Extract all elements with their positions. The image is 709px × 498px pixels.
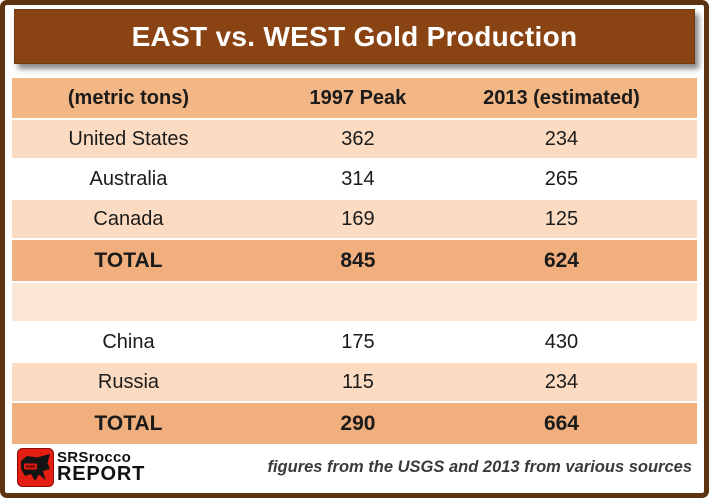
title-bar: EAST vs. WEST Gold Production	[14, 9, 695, 64]
country-label: Australia	[89, 167, 168, 190]
table-row-east-total: TOTAL 290 664	[12, 403, 697, 444]
table-row-canada: Canada 169 125	[12, 200, 697, 240]
country-label: Russia	[97, 370, 160, 393]
value-2013: 430	[544, 330, 579, 353]
total-1997: 845	[340, 248, 376, 272]
value-1997: 115	[341, 370, 374, 393]
total-2013: 664	[543, 411, 579, 435]
value-2013: 265	[544, 167, 579, 190]
spacer-row	[12, 283, 697, 323]
table-row-russia: Russia 115 234	[12, 363, 697, 403]
country-label: Canada	[93, 207, 164, 230]
logo-text: SRSrocco REPORT	[57, 449, 146, 485]
total-label: TOTAL	[94, 248, 163, 272]
total-1997: 290	[340, 411, 376, 435]
value-1997: 314	[341, 167, 375, 190]
country-label: China	[102, 330, 155, 353]
value-1997: 175	[341, 330, 375, 353]
usa-map-icon	[17, 447, 54, 487]
value-1997: 362	[341, 127, 375, 150]
value-2013: 234	[544, 127, 579, 150]
value-2013: 234	[544, 370, 579, 393]
value-1997: 169	[341, 207, 375, 230]
country-label: United States	[68, 127, 189, 150]
gold-production-table: (metric tons) 1997 Peak 2013 (estimated)…	[12, 78, 697, 444]
table-row-west-total: TOTAL 845 624	[12, 240, 697, 283]
column-header-metric-tons: (metric tons)	[67, 86, 189, 109]
logo-text-report: REPORT	[57, 463, 146, 485]
total-label: TOTAL	[94, 411, 163, 435]
table-header-row: (metric tons) 1997 Peak 2013 (estimated)	[12, 78, 697, 120]
table-row-united-states: United States 362 234	[12, 120, 697, 160]
column-header-1997-peak: 1997 Peak	[309, 86, 407, 109]
logo-text-srsrocco: SRSrocco	[57, 449, 132, 466]
column-header-2013-estimated: 2013 (estimated)	[483, 86, 640, 109]
page-title: EAST vs. WEST Gold Production	[131, 20, 578, 52]
footer: SRSrocco REPORT figures from the USGS an…	[5, 444, 704, 490]
source-note: figures from the USGS and 2013 from vari…	[267, 457, 692, 476]
table-row-china: China 175 430	[12, 323, 697, 363]
table-row-australia: Australia 314 265	[12, 160, 697, 200]
value-2013: 125	[544, 207, 579, 230]
total-2013: 624	[543, 248, 579, 272]
srsrocco-logo: SRSrocco REPORT	[17, 447, 146, 487]
